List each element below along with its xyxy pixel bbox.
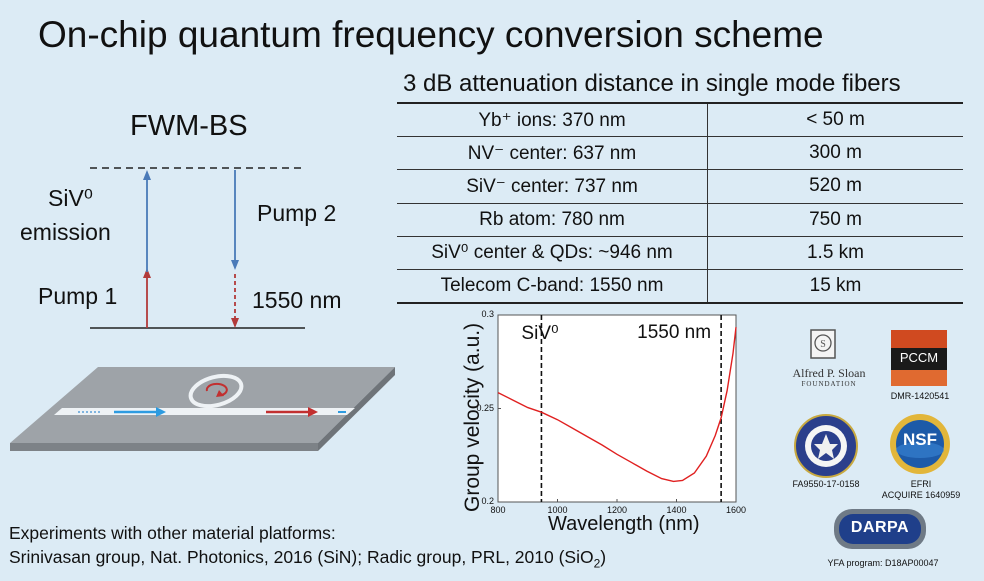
footer-line-2-text: Srinivasan group, Nat. Photonics, 2016 (…: [9, 547, 594, 567]
chip-side-edge: [318, 367, 395, 451]
afosr-grant: FA9550-17-0158: [792, 479, 860, 489]
attenuation-table: Yb⁺ ions: 370 nm < 50 m NV⁻ center: 637 …: [397, 102, 963, 305]
footer-line-2-end: ): [600, 547, 607, 567]
table-row: NV⁻ center: 637 nm 300 m: [397, 136, 963, 170]
nsf-logo-text: NSF: [903, 430, 937, 449]
y-tick-label: 0.2: [481, 496, 494, 506]
wavelength-marker-label: SiV⁰: [521, 323, 559, 344]
wavelength-marker-label: 1550 nm: [637, 322, 712, 343]
distance-cell: 15 km: [707, 268, 963, 305]
pump2-label: Pump 2: [257, 200, 337, 226]
chart-y-axis-label: Group velocity (a.u.): [461, 322, 484, 512]
table-row: Telecom C-band: 1550 nm 15 km: [397, 268, 963, 305]
chip-front-edge: [10, 443, 318, 451]
y-tick-label: 0.3: [481, 309, 494, 319]
pccm-logo-text: PCCM: [899, 350, 939, 365]
source-cell: NV⁻ center: 637 nm: [397, 136, 708, 170]
x-tick-label: 1600: [725, 505, 747, 515]
darpa-logo-text: DARPA: [850, 519, 910, 536]
table-row: SiV⁻ center: 737 nm 520 m: [397, 169, 963, 204]
footer-line-2: Srinivasan group, Nat. Photonics, 2016 (…: [9, 547, 606, 571]
slide-title: On-chip quantum frequency conversion sch…: [38, 14, 824, 55]
source-cell: Telecom C-band: 1550 nm: [397, 268, 708, 305]
distance-cell: < 50 m: [707, 102, 963, 137]
source-cell: Yb⁺ ions: 370 nm: [397, 102, 708, 137]
group-velocity-line: [497, 327, 737, 483]
table-row: Rb atom: 780 nm 750 m: [397, 202, 963, 237]
afosr-seal-icon: [794, 414, 858, 478]
sloan-logo-subtext: FOUNDATION: [801, 380, 857, 388]
siv-emission-label-2: emission: [20, 219, 111, 245]
nsf-logo-icon: [890, 414, 950, 474]
table-title: 3 dB attenuation distance in single mode…: [403, 70, 901, 97]
distance-cell: 750 m: [707, 202, 963, 237]
darpa-grant: YFA program: D18AP00047: [827, 558, 939, 568]
table-row: SiV⁰ center & QDs: ~946 nm 1.5 km: [397, 235, 963, 270]
pccm-logo: PCCM: [891, 330, 947, 386]
chip-illustration: [10, 367, 395, 451]
pccm-grant: DMR-1420541: [890, 391, 950, 401]
chart-x-axis-label: Wavelength (nm): [548, 513, 700, 535]
sloan-seal-icon: S: [810, 329, 836, 359]
source-cell: Rb atom: 780 nm: [397, 202, 708, 237]
svg-text:S: S: [820, 339, 826, 350]
source-cell: SiV⁻ center: 737 nm: [397, 169, 708, 204]
distance-cell: 300 m: [707, 136, 963, 170]
distance-cell: 1.5 km: [707, 235, 963, 270]
table-row: Yb⁺ ions: 370 nm < 50 m: [397, 102, 963, 137]
x-tick-label: 1200: [606, 505, 628, 515]
sloan-logo-text: Alfred P. Sloan: [792, 366, 866, 380]
distance-cell: 520 m: [707, 169, 963, 204]
siv-emission-label-1: SiV⁰: [48, 185, 94, 211]
energy-level-diagram: [90, 167, 305, 329]
microring-resonator: [188, 373, 244, 409]
ring-circulation-arrow: [205, 382, 228, 396]
pump1-label: Pump 1: [38, 283, 118, 309]
x-tick-label: 1000: [547, 505, 568, 515]
footer-line-1: Experiments with other material platform…: [9, 523, 336, 543]
y-tick-label: 0.25: [476, 402, 494, 413]
x-tick-label: 1400: [666, 505, 687, 515]
wavelength-label: 1550 nm: [252, 287, 342, 313]
nsf-grant-line1: EFRI: [910, 479, 932, 489]
source-cell: SiV⁰ center & QDs: ~946 nm: [397, 235, 708, 270]
darpa-logo: DARPA: [834, 509, 926, 549]
footer-line-2-subscript: 2: [593, 556, 601, 571]
nsf-grant-line2: ACQUIRE 1640959: [881, 490, 961, 500]
scheme-title: FWM-BS: [130, 110, 248, 142]
x-tick-label: 800: [490, 505, 506, 515]
group-velocity-chart: [497, 314, 737, 503]
